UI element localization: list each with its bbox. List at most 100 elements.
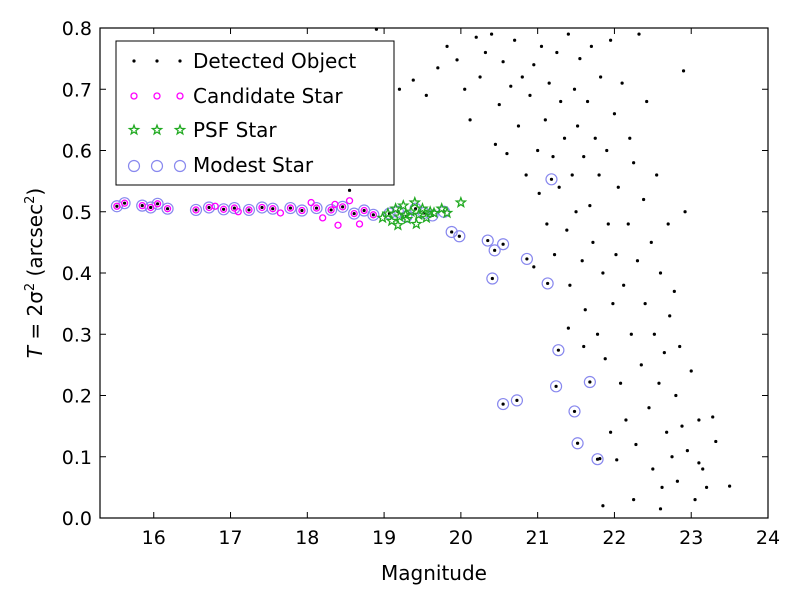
data-point-detected-object <box>606 222 610 226</box>
data-point-detected-object <box>347 188 352 192</box>
data-point-detected-object <box>651 467 655 471</box>
data-point-candidate-star <box>147 203 155 212</box>
data-point-candidate-star <box>286 204 295 212</box>
data-point-detected-object <box>329 208 333 212</box>
x-tick-label: 17 <box>218 527 242 549</box>
data-point-detected-object <box>672 289 676 293</box>
legend-entry-detected-object: Detected Object <box>132 49 356 73</box>
data-point-candidate-star <box>276 209 285 217</box>
data-point-detected-object <box>300 208 304 213</box>
data-point-modest-star <box>520 252 534 266</box>
data-point-detected-object <box>666 222 670 226</box>
data-point-detected-object <box>674 393 678 398</box>
data-point-modest-star <box>545 173 558 186</box>
data-point-psf-star <box>385 214 399 227</box>
legend-label-psf-star: PSF Star <box>193 118 277 142</box>
data-point-detected-object <box>575 124 580 128</box>
data-point-modest-star <box>568 405 581 418</box>
data-point-candidate-star <box>331 200 339 209</box>
data-point-detected-object <box>593 136 597 140</box>
data-point-modest-star <box>497 238 510 251</box>
x-tick-label: 24 <box>756 527 780 549</box>
data-point-detected-object <box>572 409 577 414</box>
data-point-detected-object <box>397 87 402 91</box>
data-point-modest-star <box>325 203 338 217</box>
data-point-detected-object <box>582 155 586 159</box>
legend-marker-modest-star <box>127 159 187 173</box>
legend-star-glyph <box>150 123 164 136</box>
data-point-detected-object <box>689 369 693 373</box>
data-point-detected-object <box>658 507 663 511</box>
data-point-candidate-star <box>355 220 364 228</box>
data-point-detected-object <box>601 271 605 275</box>
data-point-psf-star <box>404 205 418 218</box>
data-marks <box>110 27 732 511</box>
data-point-detected-object <box>149 205 153 210</box>
data-point-detected-object <box>711 415 715 419</box>
data-point-modest-star <box>583 375 596 389</box>
data-point-detected-object <box>557 185 561 189</box>
data-point-detected-object <box>588 380 592 384</box>
data-point-detected-object <box>566 326 570 330</box>
legend-entry-modest-star: Modest Star <box>127 153 314 177</box>
data-point-detected-object <box>668 314 672 318</box>
data-point-detected-object <box>505 151 509 156</box>
legend-star-glyph <box>127 123 141 136</box>
data-point-detected-object <box>559 99 563 104</box>
data-point-detected-object <box>493 142 498 146</box>
data-point-detected-object <box>371 213 375 217</box>
data-point-candidate-star <box>245 206 253 214</box>
data-point-candidate-star <box>163 205 172 213</box>
legend-marker-detected-object <box>132 59 182 63</box>
data-point-detected-object <box>532 63 536 67</box>
data-point-candidate-star <box>258 203 266 212</box>
data-point-detected-object <box>582 344 586 349</box>
data-point-detected-object <box>632 161 636 165</box>
data-point-detected-object <box>615 458 619 462</box>
data-point-detected-object <box>642 197 646 202</box>
data-point-detected-object <box>554 384 558 388</box>
data-point-detected-object <box>608 38 613 42</box>
data-point-detected-object <box>501 402 505 406</box>
data-point-detected-object <box>637 32 641 36</box>
data-point-modest-star <box>310 201 323 215</box>
data-point-detected-object <box>597 173 601 177</box>
data-point-detected-object <box>341 205 345 209</box>
data-point-detected-object <box>520 75 524 79</box>
data-point-detected-object <box>194 208 198 212</box>
data-point-detected-object <box>670 455 674 459</box>
data-point-modest-star <box>367 208 380 221</box>
data-point-psf-star <box>391 218 405 231</box>
data-point-detected-object <box>701 467 705 471</box>
legend-marker-psf-star <box>127 123 187 136</box>
data-point-detected-object <box>583 308 587 312</box>
y-tick-label: 0.0 <box>62 508 92 530</box>
data-point-detected-object <box>614 253 618 257</box>
data-point-detected-object <box>632 498 636 502</box>
data-point-detected-object <box>478 75 482 79</box>
data-point-detected-object <box>516 124 521 128</box>
data-point-detected-object <box>490 276 494 281</box>
data-point-detected-object <box>697 418 701 422</box>
data-point-detected-object <box>115 204 119 208</box>
data-point-psf-star <box>381 206 395 219</box>
legend-star-glyph <box>173 123 187 136</box>
axis-ticks: 16 17 18 19 20 21 22 23 24 0.0 0.1 0.2 0.3 0.4 0.5 0.6 0… <box>62 18 780 549</box>
data-point-candidate-star <box>234 208 242 216</box>
data-point-detected-object <box>685 449 689 453</box>
data-point-detected-object <box>424 93 428 97</box>
data-point-detected-object <box>525 257 529 261</box>
y-tick-label: 0.1 <box>62 447 92 469</box>
x-tick-label: 23 <box>679 527 703 549</box>
data-point-detected-object <box>658 271 663 275</box>
data-point-detected-object <box>574 210 578 214</box>
y-axis-label-equation: = 2σ <box>23 291 47 346</box>
data-point-psf-star <box>419 211 433 224</box>
data-point-detected-object <box>680 424 684 428</box>
data-point-modest-star <box>242 203 256 217</box>
data-point-detected-object <box>493 248 497 252</box>
data-point-detected-object <box>546 281 550 286</box>
data-point-detected-object <box>714 439 718 444</box>
data-point-detected-object <box>595 332 600 336</box>
